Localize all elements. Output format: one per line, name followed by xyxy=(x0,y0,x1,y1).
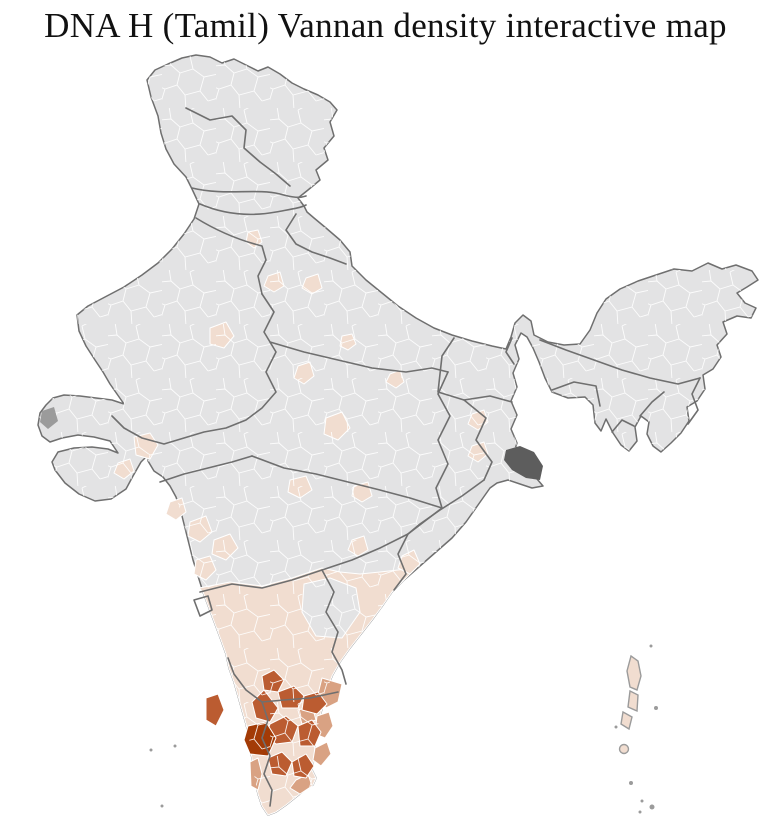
page-title: DNA H (Tamil) Vannan density interactive… xyxy=(44,6,727,45)
lakshadweep-islands xyxy=(149,744,177,808)
island xyxy=(626,654,642,691)
sundarbans-delta-patch xyxy=(504,446,543,480)
island xyxy=(620,710,633,731)
small-islands-dots xyxy=(614,644,658,814)
island xyxy=(618,743,630,755)
district-borders-texture xyxy=(38,55,758,815)
kutch-tip-patch xyxy=(40,407,58,429)
andaman-nicobar-islands[interactable] xyxy=(618,654,642,755)
state-borders xyxy=(111,107,701,807)
island xyxy=(627,689,639,713)
district[interactable] xyxy=(205,693,225,727)
